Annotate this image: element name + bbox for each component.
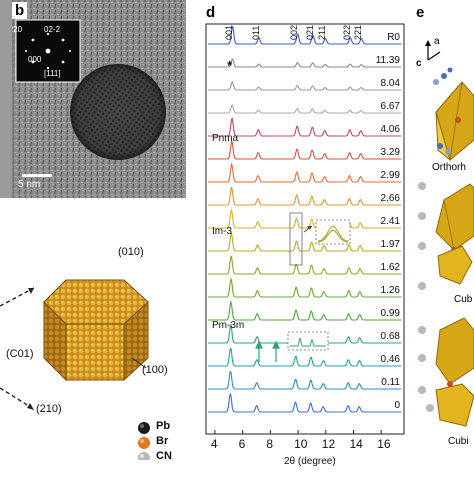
pressure-label-8.04: 8.04 (380, 78, 400, 89)
pressure-label-2.41: 2.41 (380, 216, 400, 227)
pressure-label-R0: R0 (387, 32, 400, 43)
facet-pointer (131, 357, 147, 369)
xrd-trace-6.67 (208, 103, 402, 114)
xrd-trace-1.26 (208, 277, 402, 298)
facet-label-100: (100) (142, 364, 168, 376)
xrd-chart (205, 23, 405, 435)
xrd-trace-0.11 (208, 370, 402, 390)
x-tick-label-6: 6 (238, 437, 246, 451)
pressure-label-3.29: 3.29 (380, 147, 400, 158)
panel-letter-b: b (12, 2, 28, 19)
peak-label-221: 221 (353, 24, 364, 40)
x-tick-label-10: 10 (294, 437, 308, 451)
pressure-label-4.06: 4.06 (380, 124, 400, 135)
struct-label-cubic-2: Cubi (448, 436, 469, 447)
zoom-box (289, 212, 303, 266)
tem-micrograph (0, 0, 186, 198)
structure-panel: a c Orthorh Cub Cubi (410, 0, 474, 474)
x-axis-label: 2θ (degree) (284, 456, 336, 467)
x-tick-label-14: 14 (349, 437, 363, 451)
pressure-label-0.68: 0.68 (380, 331, 400, 342)
xrd-trace-4.06 (208, 117, 402, 137)
pressure-label-2.99: 2.99 (380, 170, 400, 181)
pressure-label-0.99: 0.99 (380, 308, 400, 319)
facet-label-010: (010) (118, 246, 144, 258)
xrd-trace-1.97 (208, 232, 402, 252)
xrd-trace-3.29 (208, 140, 402, 160)
legend-label-br: Br (156, 435, 169, 447)
xrd-trace-2.41 (208, 208, 402, 229)
peak-label-022: 022 (341, 24, 352, 40)
pressure-label-11.39: 11.39 (375, 55, 400, 66)
tem-image-panel: -220 02-2 000 [111] 5 nm (0, 0, 186, 198)
saed-label-000: 000 (28, 55, 42, 64)
pressure-label-1.62: 1.62 (380, 262, 400, 273)
xrd-frame (205, 23, 405, 435)
xrd-trace-0.99 (208, 299, 402, 321)
struct-label-orthorhombic: Orthorh (432, 162, 466, 173)
x-tick-label-12: 12 (321, 437, 336, 451)
saed-label-02-2: 02-2 (44, 25, 61, 34)
x-tick-label-8: 8 (266, 437, 274, 451)
x-tick-label-16: 16 (377, 437, 391, 451)
pressure-label-0.46: 0.46 (380, 354, 400, 365)
pressure-label-6.67: 6.67 (380, 101, 400, 112)
peak-label-211: 211 (317, 25, 327, 40)
xrd-trace-0 (208, 392, 402, 413)
peak-label-011: 011 (250, 25, 261, 40)
facet-label-c01: (C01) (6, 348, 34, 360)
pressure-label-2.66: 2.66 (380, 193, 400, 204)
phase-label-pm3m: Pm-3m (212, 320, 245, 331)
peak-label-002: 002 (289, 24, 300, 40)
arrow-010 (0, 287, 35, 307)
phase-label-im3: Im-3 (212, 226, 232, 237)
xrd-trace-8.04 (208, 80, 402, 91)
crystal-model-panel: (010) (C01) (100) (210) Pb Br CN (0, 240, 200, 464)
xrd-panel (200, 0, 410, 474)
xrd-trace-2.99 (208, 162, 402, 183)
br-legend-ball (138, 437, 150, 449)
pressure-label-1.97: 1.97 (380, 239, 400, 250)
pb-legend-ball (138, 422, 150, 434)
new-peak-arrows (255, 340, 280, 362)
facet-label-210: (210) (36, 403, 62, 415)
xrd-trace-R0 (208, 25, 402, 45)
scale-bar-label: 5 nm (18, 179, 41, 190)
pressure-label-0.11: 0.11 (381, 377, 400, 388)
xrd-trace-0.46 (208, 347, 402, 367)
xrd-trace-2.66 (208, 186, 402, 206)
struct-label-cubic-1: Cub (454, 294, 473, 305)
scale-bar (22, 174, 52, 177)
asterisk-marker: * (227, 58, 233, 73)
arrow-210 (0, 387, 33, 409)
pressure-label-1.26: 1.26 (380, 285, 400, 296)
peak-label-001: 001 (224, 24, 235, 40)
axis-label-a: a (434, 36, 440, 47)
axis-label-c: c (416, 58, 422, 69)
saed-label-zone: [111] (44, 69, 61, 78)
panel-letter-d: d (206, 4, 216, 21)
phase-label-pnma: Pnma (212, 133, 239, 144)
xrd-trace-1.62 (208, 255, 402, 275)
legend-label-cn: CN (156, 450, 172, 462)
peak-label-021: 021 (304, 24, 315, 40)
pressure-label-0: 0 (394, 400, 400, 411)
saed-label-220: -220 (6, 25, 23, 34)
legend-label-pb: Pb (156, 420, 171, 432)
panel-letter-e: e (416, 4, 425, 21)
x-tick-label-4: 4 (210, 437, 218, 451)
xrd-trace-11.39 (208, 57, 402, 68)
panel-a-edge (0, 0, 12, 198)
structure-diagram (418, 40, 474, 427)
